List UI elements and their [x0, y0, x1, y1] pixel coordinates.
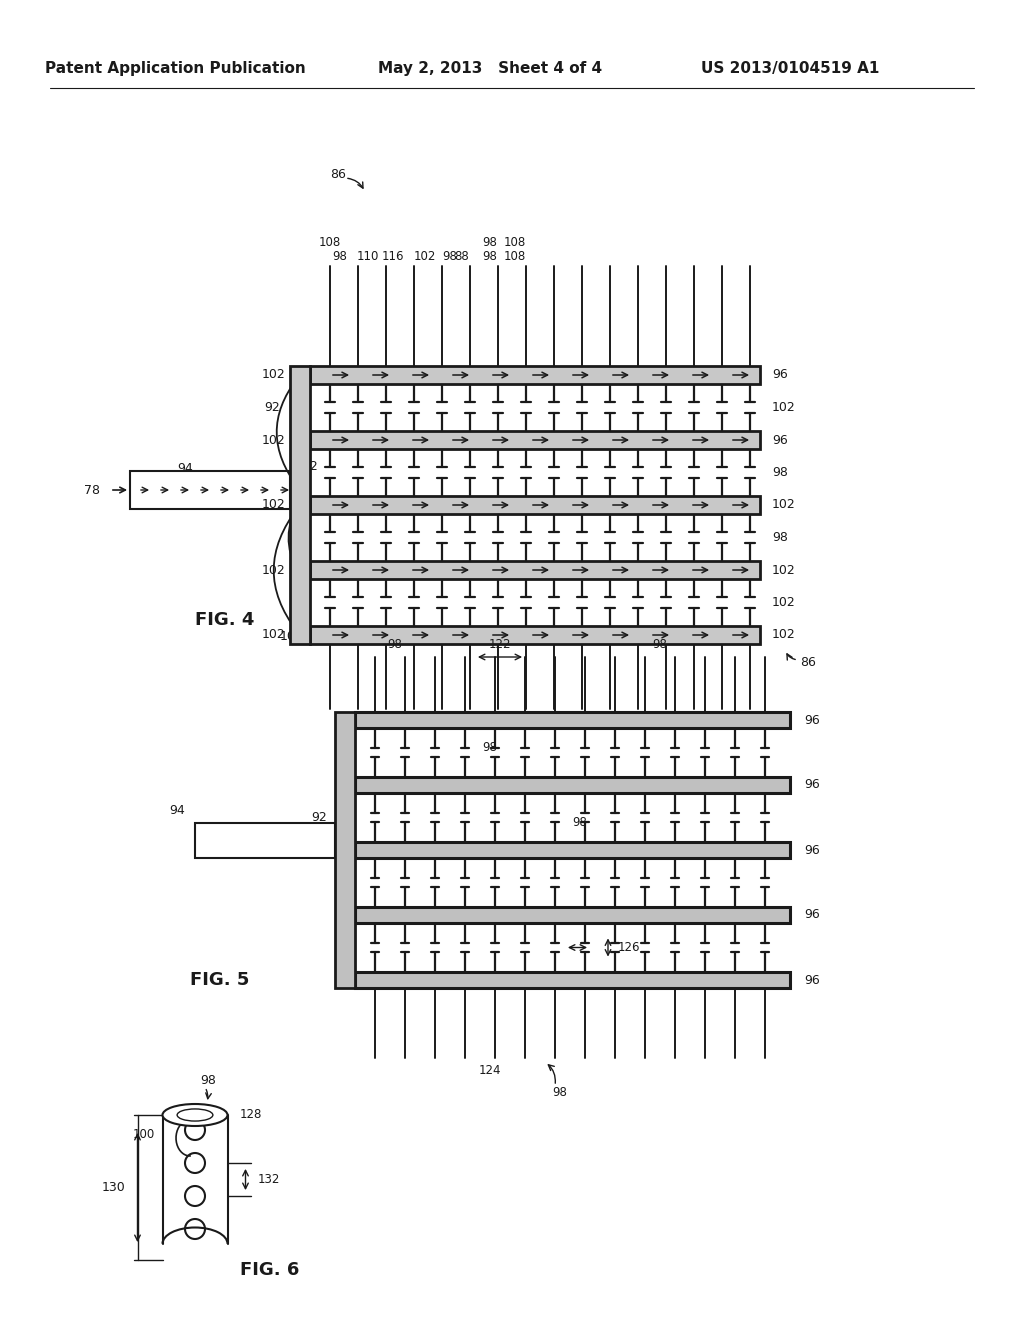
Bar — [355, 711, 790, 729]
Text: 102: 102 — [295, 459, 318, 473]
Text: FIG. 5: FIG. 5 — [190, 972, 250, 989]
Text: 110: 110 — [356, 249, 379, 263]
Ellipse shape — [163, 1104, 227, 1126]
Text: 98: 98 — [493, 717, 508, 730]
Text: 118: 118 — [364, 717, 386, 730]
Text: 102: 102 — [772, 564, 796, 577]
Text: 96: 96 — [772, 433, 787, 446]
Text: 94: 94 — [177, 462, 193, 474]
Text: 102: 102 — [772, 628, 796, 642]
Text: 98: 98 — [772, 531, 787, 544]
Text: 102: 102 — [261, 564, 285, 577]
Text: 102: 102 — [261, 368, 285, 381]
Text: 88: 88 — [455, 249, 469, 263]
Text: 102: 102 — [464, 717, 486, 730]
Text: 130: 130 — [101, 1181, 126, 1195]
Text: 92: 92 — [264, 401, 280, 414]
Text: 96: 96 — [772, 368, 787, 381]
Text: 108: 108 — [318, 235, 341, 248]
Bar — [355, 907, 790, 923]
Text: 108: 108 — [504, 235, 526, 248]
Text: 102: 102 — [772, 499, 796, 511]
Text: 86: 86 — [800, 656, 816, 669]
Text: 122: 122 — [488, 639, 511, 652]
Text: 102: 102 — [280, 630, 304, 643]
Ellipse shape — [177, 1109, 213, 1121]
Text: 102: 102 — [261, 433, 285, 446]
Text: Patent Application Publication: Patent Application Publication — [45, 61, 305, 75]
Text: 102: 102 — [772, 401, 796, 414]
Text: 102: 102 — [772, 597, 796, 609]
Text: 96: 96 — [804, 908, 820, 921]
Text: 96: 96 — [804, 974, 820, 986]
Text: 98: 98 — [572, 816, 588, 829]
Text: 98: 98 — [387, 639, 402, 652]
Text: 116: 116 — [382, 249, 404, 263]
Text: 108: 108 — [504, 249, 526, 263]
Text: 128: 128 — [240, 1109, 262, 1122]
Text: 96: 96 — [804, 779, 820, 792]
Bar — [355, 842, 790, 858]
Bar — [310, 432, 760, 449]
Text: 120: 120 — [347, 717, 370, 730]
Bar — [310, 626, 760, 644]
Text: 98: 98 — [437, 717, 453, 730]
Text: 100: 100 — [132, 1129, 155, 1142]
Text: 98: 98 — [553, 1085, 567, 1098]
Text: US 2013/0104519 A1: US 2013/0104519 A1 — [700, 61, 880, 75]
Bar — [310, 561, 760, 579]
Text: FIG. 4: FIG. 4 — [195, 611, 254, 630]
Text: 102: 102 — [261, 628, 285, 642]
Text: 98: 98 — [333, 249, 347, 263]
Text: 124: 124 — [479, 1064, 502, 1077]
Text: 98: 98 — [482, 741, 498, 754]
Text: 102: 102 — [398, 717, 421, 730]
Text: 98: 98 — [200, 1073, 216, 1086]
Text: 102: 102 — [414, 249, 436, 263]
Text: 96: 96 — [804, 714, 820, 726]
Text: FIG. 6: FIG. 6 — [240, 1261, 299, 1279]
Text: 78: 78 — [84, 483, 100, 496]
Bar — [195, 822, 335, 858]
Bar — [130, 471, 290, 510]
Text: 98: 98 — [482, 235, 498, 248]
Bar — [335, 711, 355, 987]
Text: 98: 98 — [772, 466, 787, 479]
Text: 132: 132 — [257, 1173, 280, 1185]
Text: 126: 126 — [618, 941, 640, 954]
Text: 98: 98 — [442, 249, 458, 263]
Bar — [355, 972, 790, 987]
Bar — [355, 777, 790, 793]
Text: 94: 94 — [169, 804, 185, 817]
Text: May 2, 2013   Sheet 4 of 4: May 2, 2013 Sheet 4 of 4 — [378, 61, 602, 75]
Bar — [310, 366, 760, 384]
Text: 102: 102 — [261, 499, 285, 511]
Bar — [310, 496, 760, 513]
Text: 98: 98 — [482, 249, 498, 263]
Text: 102: 102 — [519, 717, 542, 730]
Text: 92: 92 — [311, 810, 327, 824]
Text: 98: 98 — [652, 639, 668, 652]
Text: 86: 86 — [330, 169, 346, 181]
Bar — [290, 366, 310, 644]
Text: 96: 96 — [804, 843, 820, 857]
